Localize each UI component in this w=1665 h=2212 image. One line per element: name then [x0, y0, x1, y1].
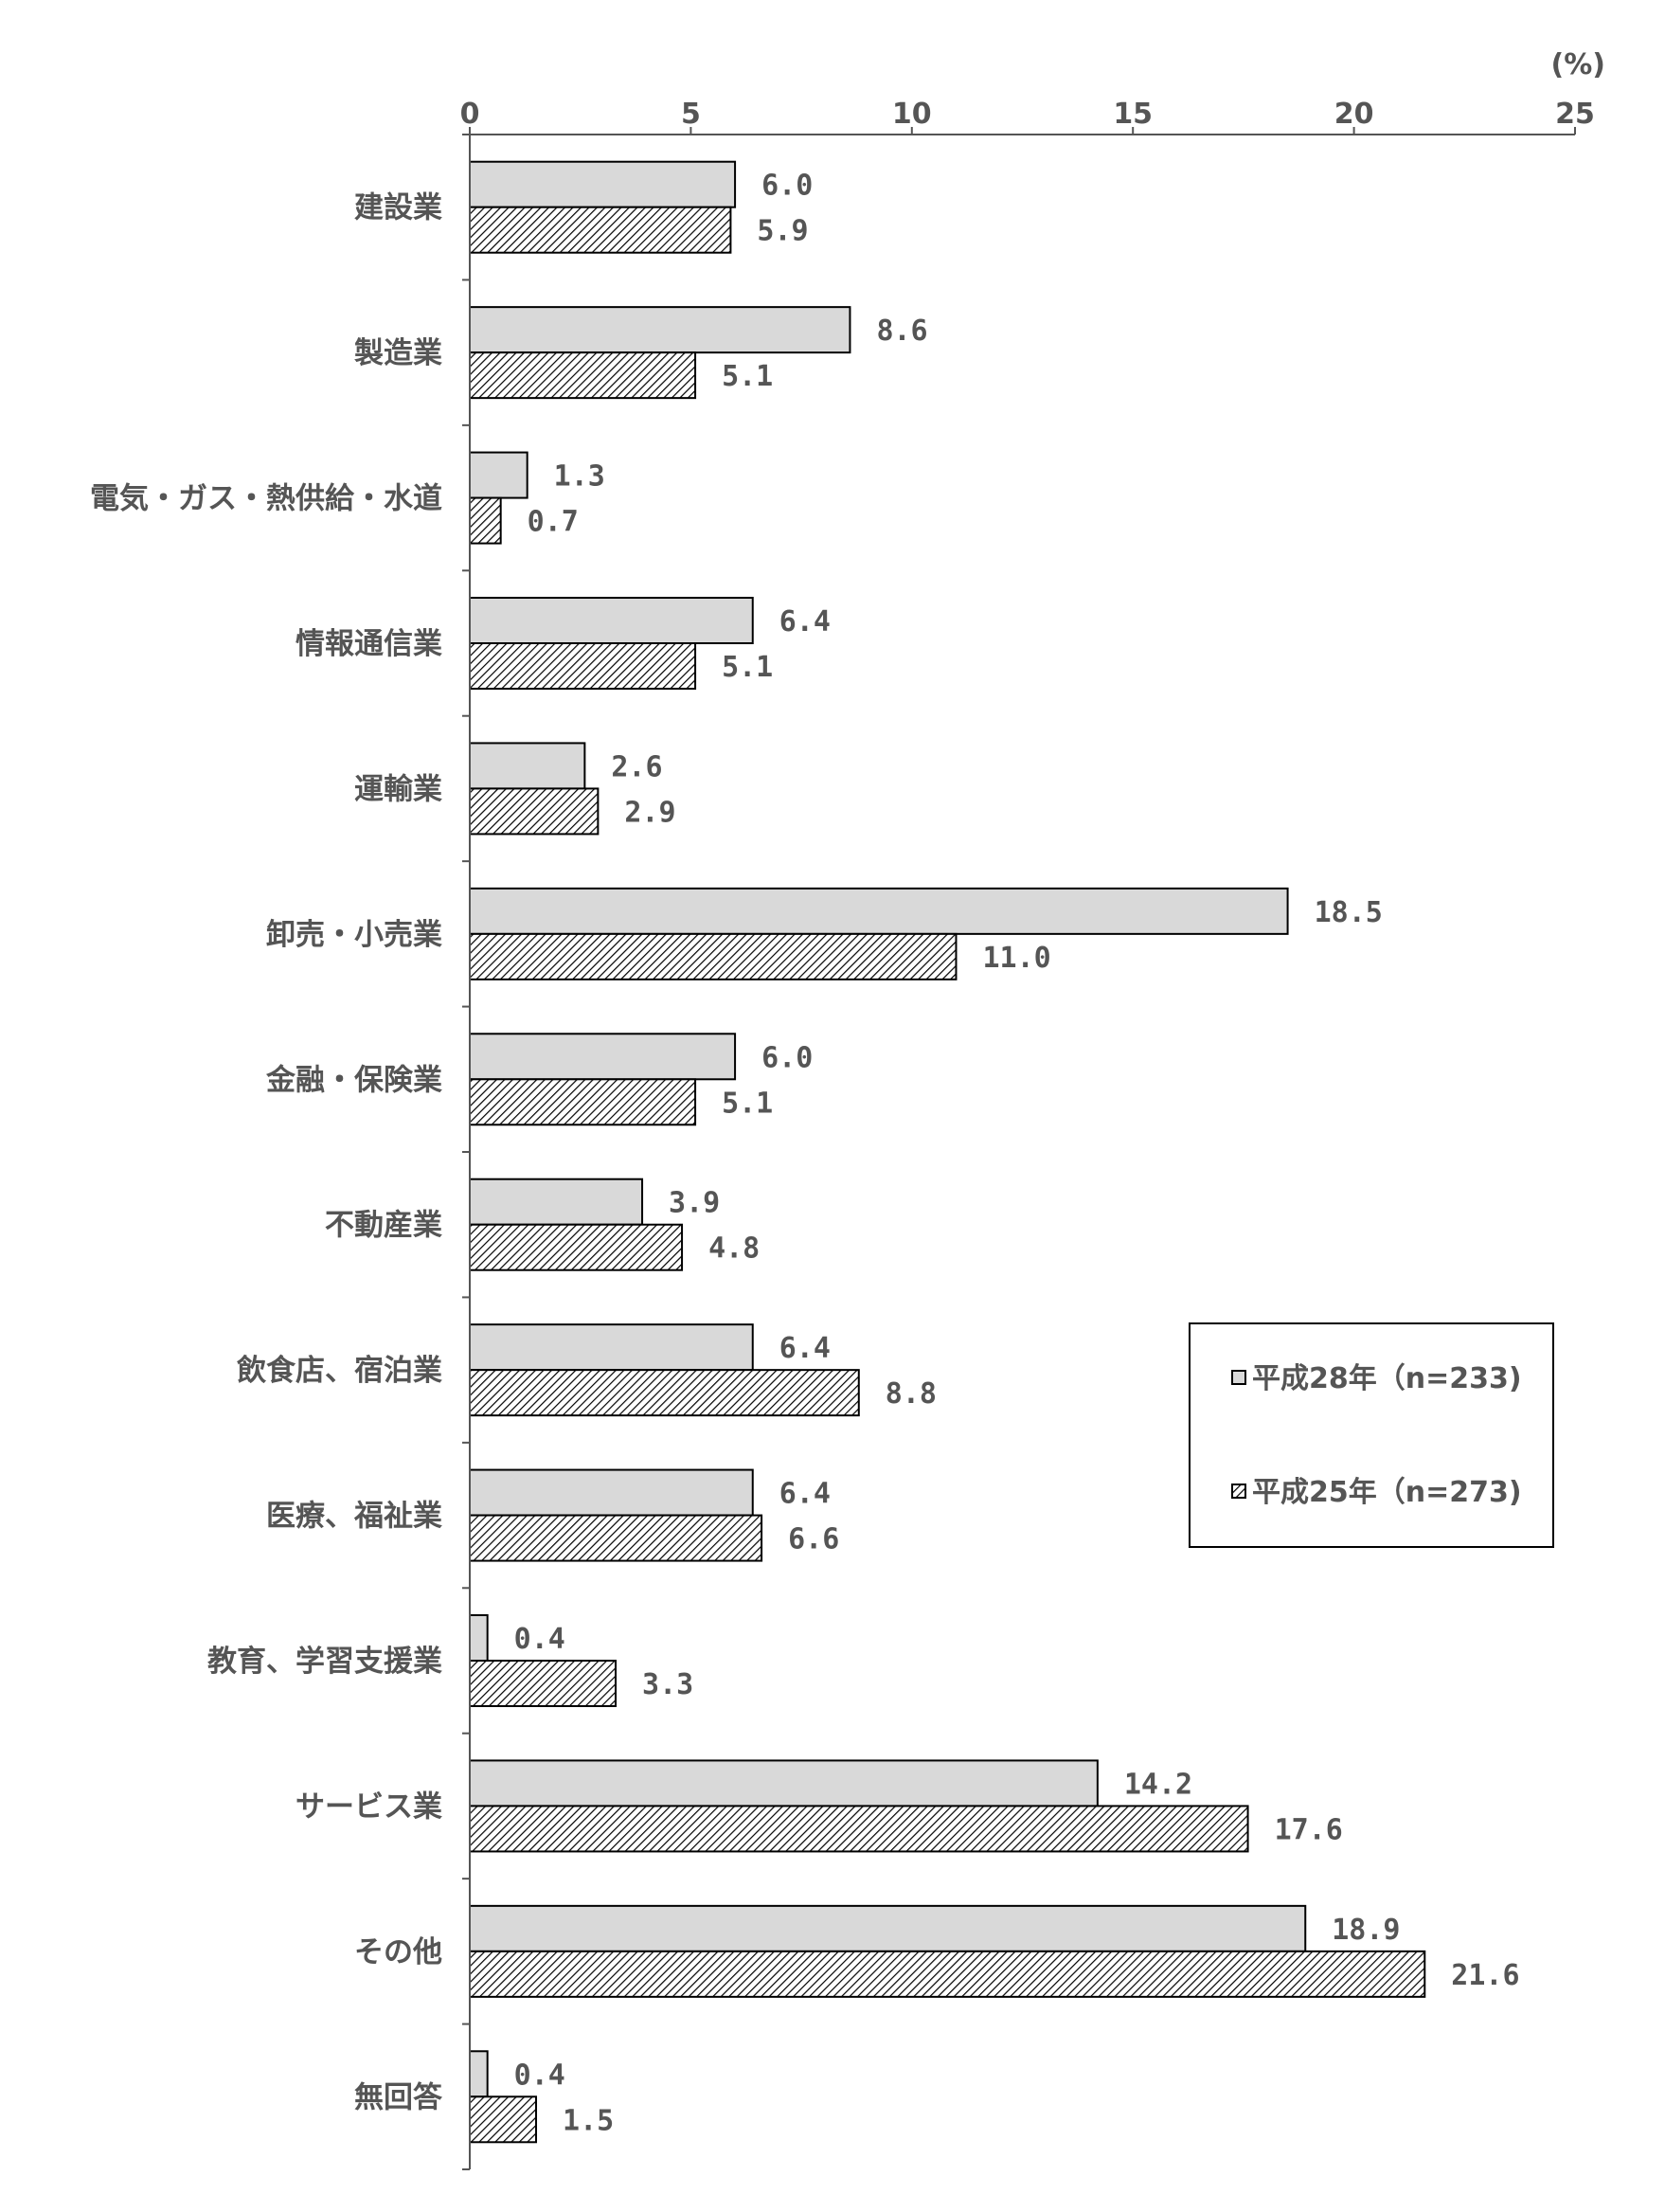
value-label-2013-3: 5.1	[722, 651, 773, 684]
value-label-2013-6: 5.1	[722, 1087, 773, 1120]
category-label-6: 金融・保険業	[265, 1063, 442, 1097]
bar-2016-12	[469, 1904, 1307, 1952]
category-label-8: 飲食店、宿泊業	[237, 1354, 442, 1388]
bar-2013-9	[469, 1514, 763, 1562]
bar-2013-10	[469, 1660, 618, 1707]
x-tick-label-1: 5	[681, 98, 701, 131]
value-label-2016-9: 6.4	[779, 1478, 831, 1511]
value-label-2013-5: 11.0	[982, 942, 1050, 975]
value-label-2016-5: 18.5	[1315, 896, 1383, 929]
legend-swatch-2013	[1231, 1484, 1246, 1499]
bar-2013-0	[469, 206, 732, 254]
bar-2016-3	[469, 597, 754, 644]
x-tick-label-2: 10	[892, 98, 932, 131]
legend-label-2013: 平成25年（n=273)	[1252, 1476, 1522, 1509]
x-tick-label-4: 20	[1334, 98, 1374, 131]
bar-2013-7	[469, 1223, 684, 1271]
bar-2016-1	[469, 306, 851, 354]
x-tick-label-0: 0	[460, 98, 480, 131]
legend-label-2016: 平成28年（n=233)	[1252, 1362, 1522, 1395]
value-label-2013-9: 6.6	[788, 1523, 839, 1556]
bar-2013-11	[469, 1805, 1249, 1853]
value-label-2013-10: 3.3	[642, 1668, 693, 1701]
category-label-11: サービス業	[295, 1789, 442, 1824]
bar-2013-8	[469, 1369, 860, 1417]
bar-2013-4	[469, 787, 600, 836]
value-label-2016-7: 3.9	[669, 1187, 720, 1220]
bar-2016-5	[469, 887, 1289, 935]
value-labels: 6.05.98.65.11.30.76.45.12.62.918.511.06.…	[514, 170, 1520, 2138]
bar-2016-7	[469, 1178, 644, 1226]
value-label-2016-3: 6.4	[779, 605, 831, 638]
legend-box	[1189, 1322, 1554, 1548]
value-label-2013-12: 21.6	[1451, 1959, 1519, 1992]
category-label-5: 卸売・小売業	[266, 918, 442, 952]
unit-label: (%)	[1551, 48, 1605, 81]
category-label-3: 情報通信業	[295, 627, 442, 661]
category-label-12: その他	[354, 1935, 442, 1969]
bar-2013-12	[469, 1950, 1426, 1998]
bar-2016-2	[469, 451, 528, 499]
category-labels: 建設業製造業電気・ガス・熱供給・水道情報通信業運輸業卸売・小売業金融・保険業不動…	[90, 191, 443, 2115]
legend-swatch-2016	[1231, 1370, 1246, 1385]
value-label-2016-2: 1.3	[554, 460, 605, 494]
value-label-2016-13: 0.4	[514, 2059, 565, 2092]
value-label-2013-11: 17.6	[1275, 1813, 1343, 1846]
category-label-4: 運輸業	[354, 772, 442, 806]
x-axis-ticks: 0 5 10 15 20 25	[460, 98, 1595, 135]
category-label-0: 建設業	[354, 191, 442, 225]
bar-2013-1	[469, 351, 697, 400]
bar-2016-9	[469, 1468, 754, 1517]
value-label-2016-12: 18.9	[1332, 1914, 1400, 1947]
bar-2016-8	[469, 1323, 754, 1372]
category-label-7: 不動産業	[325, 1209, 442, 1243]
bar-2016-6	[469, 1033, 737, 1081]
value-label-2016-10: 0.4	[514, 1623, 565, 1656]
bar-2016-4	[469, 742, 586, 790]
value-label-2013-7: 4.8	[708, 1232, 760, 1266]
value-label-2016-8: 6.4	[779, 1332, 831, 1365]
value-label-2013-1: 5.1	[722, 360, 773, 393]
value-label-2016-0: 6.0	[761, 170, 813, 203]
bar-2016-13	[469, 2050, 489, 2098]
category-label-9: 医療、福祉業	[266, 1500, 442, 1534]
category-label-13: 無回答	[354, 2080, 443, 2114]
bars-group	[462, 134, 1426, 2170]
category-label-10: 教育、学習支援業	[207, 1645, 442, 1679]
value-label-2016-6: 6.0	[761, 1041, 813, 1074]
value-label-2016-11: 14.2	[1124, 1768, 1192, 1801]
x-tick-label-5: 25	[1555, 98, 1595, 131]
value-label-2013-0: 5.9	[757, 215, 808, 248]
legend: 平成28年（n=233) 平成25年（n=273)	[1189, 1322, 1554, 1548]
bar-2013-13	[469, 2095, 538, 2144]
value-label-2016-1: 8.6	[876, 315, 927, 348]
bar-2013-5	[469, 932, 958, 980]
category-label-1: 製造業	[354, 336, 442, 370]
bar-2013-6	[469, 1078, 697, 1126]
x-tick-label-3: 15	[1113, 98, 1153, 131]
value-label-2013-4: 2.9	[624, 796, 675, 829]
value-label-2013-2: 0.7	[528, 506, 579, 539]
bar-2016-10	[469, 1614, 489, 1662]
value-label-2016-4: 2.6	[611, 750, 662, 783]
category-label-2: 電気・ガス・熱供給・水道	[90, 482, 442, 516]
bar-2013-2	[469, 496, 502, 545]
bar-2013-3	[469, 642, 697, 690]
bar-2016-11	[469, 1759, 1099, 1807]
value-label-2013-8: 8.8	[886, 1377, 937, 1411]
value-label-2013-13: 1.5	[563, 2104, 614, 2137]
bar-2016-0	[469, 160, 737, 208]
